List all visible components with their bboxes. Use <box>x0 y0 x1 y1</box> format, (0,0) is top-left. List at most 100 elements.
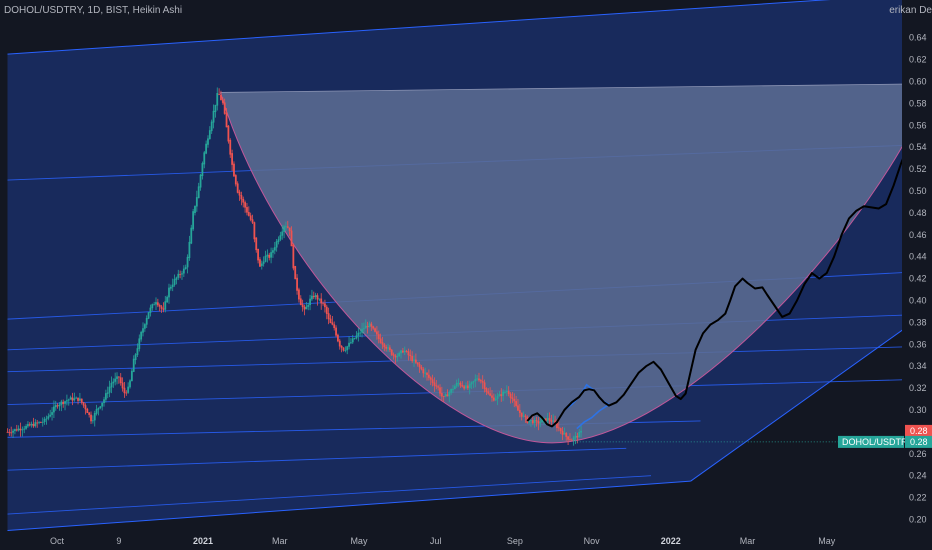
candle-body <box>492 397 495 401</box>
interval-label[interactable]: 1D <box>87 5 101 16</box>
candle-body <box>84 405 87 410</box>
candle-body <box>101 402 104 407</box>
candle-body <box>142 328 144 333</box>
ha-candle <box>184 264 187 270</box>
ha-candle <box>520 412 523 421</box>
ha-candle <box>325 304 328 320</box>
candle-body <box>223 102 226 114</box>
x-tick-label: May <box>350 536 368 546</box>
ha-candle <box>364 319 367 329</box>
candle-body <box>153 304 156 306</box>
candle-body <box>437 386 440 388</box>
ha-candle <box>210 119 213 134</box>
candle-body <box>51 412 53 415</box>
ha-candle <box>12 428 14 438</box>
candle-body <box>515 401 518 406</box>
ha-candle <box>104 389 107 403</box>
ha-candle <box>468 380 471 395</box>
ha-candle <box>112 378 115 388</box>
ha-candle <box>136 343 139 357</box>
candle-body <box>453 386 456 390</box>
candle-body <box>576 435 579 438</box>
candle-body <box>309 298 311 306</box>
candle-body <box>507 391 510 395</box>
candle-body <box>242 198 245 203</box>
candle-body <box>530 420 532 422</box>
candle-body <box>337 334 339 342</box>
candle-body <box>331 322 334 325</box>
candle-body <box>249 215 252 220</box>
ha-candle <box>177 269 180 280</box>
candle-body <box>350 342 352 344</box>
ha-candle <box>455 379 458 388</box>
candle-body <box>396 355 399 358</box>
candle-body <box>442 396 445 397</box>
ha-candle <box>366 321 369 334</box>
ha-candle <box>238 189 241 201</box>
cup-edge <box>219 85 932 444</box>
ha-candle <box>570 438 573 441</box>
ha-candle <box>234 174 237 187</box>
x-tick-label: 2021 <box>193 536 213 546</box>
ha-candle <box>41 417 44 427</box>
candle-body <box>197 186 200 199</box>
candle-body <box>160 306 163 309</box>
candle-body <box>49 414 52 417</box>
candle-body <box>227 125 230 142</box>
candle-body <box>322 302 324 304</box>
chart-title-bar[interactable]: DOHOL/USDTRY, 1D, BIST, Heikin Ashi <box>4 5 183 16</box>
candle-body <box>106 392 109 394</box>
ha-candle <box>181 270 183 280</box>
ha-candle <box>439 384 441 397</box>
ha-candle <box>440 386 443 402</box>
ha-candle <box>253 221 256 243</box>
candle-body <box>181 273 183 275</box>
candle-body <box>53 406 55 413</box>
ha-candle <box>225 107 228 128</box>
candle-body <box>513 398 516 402</box>
candle-body <box>316 295 319 300</box>
ha-candle <box>251 214 254 224</box>
y-axis[interactable]: 0.64 0.62 0.60 0.58 0.56 0.54 0.52 0.50 0.48 0.46… <box>902 0 932 550</box>
y-tick-label: 0.22 <box>909 493 927 503</box>
candle-body <box>194 205 196 214</box>
candle-body <box>127 386 130 393</box>
ha-candle <box>129 379 131 389</box>
candle-body <box>110 382 113 388</box>
ha-candle <box>283 224 285 239</box>
ha-candle <box>531 415 534 425</box>
ha-candle <box>149 304 152 317</box>
candle-body <box>32 424 35 427</box>
candle-body <box>550 420 553 422</box>
ha-candle <box>344 346 347 353</box>
candle-body <box>240 195 243 200</box>
ha-candle <box>216 87 219 111</box>
candle-body <box>158 305 161 307</box>
ha-candle <box>457 378 460 387</box>
ha-candle <box>140 330 143 342</box>
ha-candle <box>285 221 287 232</box>
x-axis[interactable]: Oct 9 2021 Mar May Jul Sep Nov 2022 Mar May <box>0 532 932 550</box>
ha-candle <box>515 395 518 408</box>
x-tick-label: Oct <box>50 536 65 546</box>
y-tick-label: 0.42 <box>909 274 927 284</box>
ha-candle <box>45 415 48 425</box>
candle-body <box>431 379 434 383</box>
candle-body <box>570 439 573 441</box>
ha-candle <box>446 389 449 397</box>
candle-body <box>401 350 404 353</box>
ha-candle <box>91 415 94 424</box>
ha-candle <box>563 427 566 435</box>
symbol-name[interactable]: DOHOL/USDTRY <box>4 5 82 16</box>
candle-body <box>90 414 92 422</box>
chart-style-label[interactable]: Heikin Ashi <box>132 5 183 16</box>
ha-candle <box>10 426 13 437</box>
candle-body <box>246 207 248 213</box>
candle-body <box>156 302 159 306</box>
candle-body <box>236 183 239 193</box>
exchange-label: BIST <box>105 5 128 16</box>
candle-body <box>548 418 551 421</box>
candle-body <box>145 318 148 325</box>
